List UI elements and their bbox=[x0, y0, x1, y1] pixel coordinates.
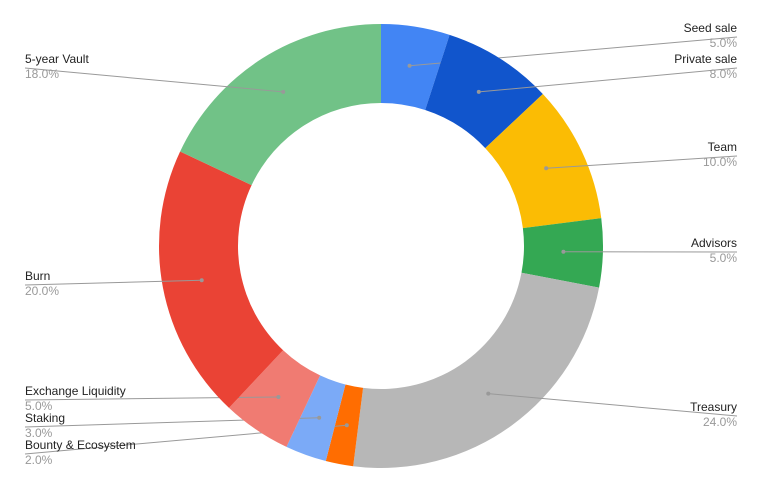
donut-segment bbox=[159, 151, 284, 408]
leader-dot bbox=[561, 249, 566, 254]
slice-label: Staking bbox=[25, 411, 65, 425]
slice-value-label: 18.0% bbox=[25, 67, 59, 81]
leader-dot bbox=[317, 415, 322, 420]
donut-segment bbox=[353, 272, 600, 468]
donut-segment bbox=[229, 350, 321, 447]
slice-label: 5-year Vault bbox=[25, 52, 89, 66]
leader-line bbox=[478, 67, 738, 93]
slice-value-label: 5.0% bbox=[710, 36, 738, 50]
leader-line bbox=[24, 67, 284, 93]
leader-dot bbox=[544, 166, 549, 171]
slice-label: Seed sale bbox=[684, 21, 738, 35]
leader-dot bbox=[344, 423, 349, 428]
leader-line bbox=[488, 393, 738, 417]
donut-segment bbox=[485, 94, 602, 229]
slice-label: Team bbox=[708, 140, 737, 154]
slice-value-label: 3.0% bbox=[25, 426, 53, 440]
slice-value-label: 8.0% bbox=[710, 67, 738, 81]
leader-dot bbox=[476, 89, 481, 94]
slice-label: Burn bbox=[25, 269, 50, 283]
leader-dot bbox=[199, 278, 204, 283]
donut-segment bbox=[180, 24, 381, 186]
leader-dot bbox=[486, 391, 491, 396]
slice-label: Private sale bbox=[674, 52, 737, 66]
slice-value-label: 2.0% bbox=[25, 453, 53, 467]
slice-value-label: 5.0% bbox=[25, 399, 53, 413]
leader-line bbox=[24, 279, 202, 286]
leader-dot bbox=[407, 63, 412, 68]
leader-line bbox=[546, 155, 738, 169]
slice-value-label: 24.0% bbox=[703, 415, 737, 429]
leader-dot bbox=[276, 394, 281, 399]
slice-value-label: 10.0% bbox=[703, 155, 737, 169]
slice-value-label: 20.0% bbox=[25, 284, 59, 298]
slice-label: Bounty & Ecosystem bbox=[25, 438, 136, 452]
donut-segment bbox=[381, 24, 450, 110]
leader-dot bbox=[281, 89, 286, 94]
slice-label: Treasury bbox=[690, 400, 737, 414]
slice-label: Advisors bbox=[691, 236, 737, 250]
slice-value-label: 5.0% bbox=[710, 251, 738, 265]
slice-label: Exchange Liquidity bbox=[25, 384, 126, 398]
